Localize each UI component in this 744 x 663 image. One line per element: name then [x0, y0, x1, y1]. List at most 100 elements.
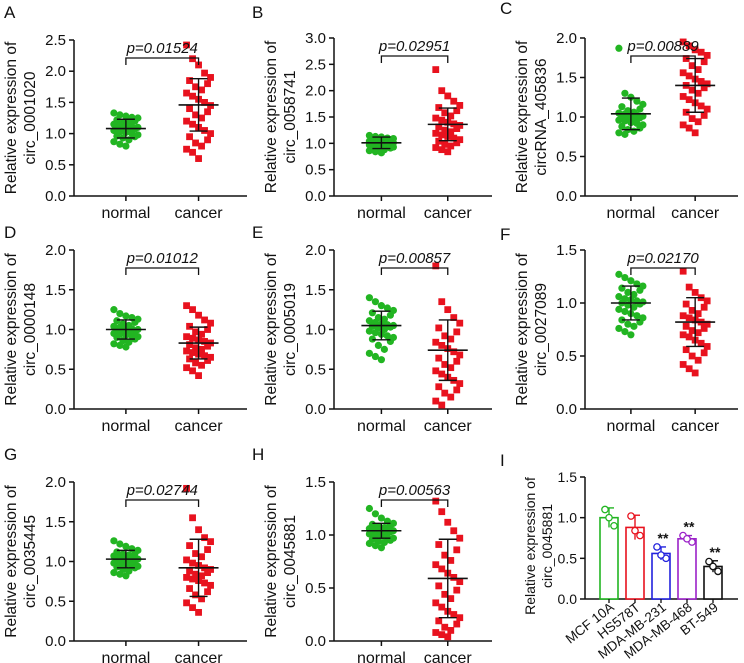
data-point: [192, 570, 199, 578]
replicate-point: [709, 562, 717, 571]
y-tick-label: 2.5: [305, 56, 326, 73]
data-point: [192, 591, 199, 599]
data-point: [198, 330, 205, 338]
significance-bracket: [125, 267, 200, 275]
y-tick-label: 0.5: [45, 361, 66, 378]
data-point: [438, 146, 446, 154]
replicate-point: [610, 521, 618, 530]
y-tick-label: 1.0: [45, 126, 66, 143]
y-tick-label: 3.0: [305, 30, 326, 47]
data-point: [438, 603, 446, 611]
data-point: [186, 105, 193, 113]
data-point: [183, 333, 190, 341]
data-point: [435, 617, 443, 625]
data-point: [618, 122, 626, 131]
data-point: [432, 66, 440, 73]
data-point: [450, 348, 458, 356]
data-point: [116, 540, 124, 548]
data-point: [450, 134, 458, 142]
data-point: [438, 370, 446, 378]
data-point: [447, 142, 455, 150]
data-point: [432, 497, 440, 505]
data-point: [679, 69, 687, 77]
data-point: [621, 307, 629, 316]
p-value-label: p=0.00563: [378, 482, 451, 499]
data-point: [685, 314, 693, 322]
data-point: [204, 80, 211, 88]
data-point: [447, 557, 455, 564]
data-point: [679, 38, 687, 46]
data-point: [377, 514, 385, 522]
significance-label: **: [658, 530, 669, 546]
data-point: [688, 307, 696, 314]
data-point: [685, 333, 693, 341]
panel-label: D: [4, 223, 16, 242]
x-tick-label: normal: [101, 418, 150, 435]
data-point: [195, 155, 202, 162]
y-tick-label: 1.5: [558, 469, 578, 485]
data-point: [697, 78, 705, 85]
data-point: [198, 595, 205, 603]
p-value-label: p=0.02744: [126, 482, 198, 499]
data-point: [380, 538, 388, 547]
y-tick-label: 2.0: [45, 242, 66, 259]
data-point: [450, 611, 458, 618]
data-point: [703, 320, 711, 328]
y-tick-label: 0.0: [45, 188, 66, 205]
data-point: [441, 332, 449, 340]
replicate-point: [627, 512, 635, 520]
data-point: [432, 129, 440, 137]
y-tick-label: 1.5: [305, 282, 326, 299]
data-point: [615, 293, 623, 301]
data-point: [438, 87, 446, 95]
data-point: [186, 542, 193, 549]
data-point: [630, 290, 638, 299]
data-point: [186, 133, 193, 141]
y-tick-label: 1.0: [45, 322, 66, 339]
data-point: [456, 578, 464, 586]
data-point: [447, 335, 455, 343]
data-point: [192, 139, 199, 147]
data-point: [183, 302, 190, 310]
significance-label: **: [684, 519, 695, 535]
data-point: [432, 144, 440, 151]
replicate-point: [631, 526, 639, 535]
data-point: [195, 608, 202, 616]
data-point: [621, 328, 629, 336]
data-point: [110, 537, 118, 545]
data-point: [694, 356, 702, 364]
data-point: [456, 102, 464, 109]
data-point: [183, 145, 190, 153]
data-point: [186, 585, 193, 592]
y-tick-label: 0.5: [305, 162, 326, 179]
data-point: [694, 310, 702, 317]
data-point: [444, 148, 452, 156]
data-point: [201, 316, 208, 324]
data-point: [116, 570, 124, 578]
data-point: [186, 567, 193, 575]
data-point: [679, 331, 687, 339]
data-point: [450, 527, 458, 535]
data-point: [615, 324, 623, 333]
significance-bracket: [380, 55, 449, 63]
y-tick-label: 0.5: [45, 593, 66, 610]
data-point: [453, 328, 461, 336]
y-axis-label-line1: Relative expression of: [514, 40, 531, 193]
data-point: [615, 305, 623, 313]
data-point: [201, 534, 208, 542]
data-point: [189, 306, 196, 314]
y-tick-label: 1.0: [305, 527, 326, 544]
data-point: [183, 599, 190, 607]
y-tick-label: 2.0: [45, 63, 66, 80]
x-tick-label: cancer: [671, 205, 720, 222]
data-point: [682, 300, 690, 308]
data-point: [374, 341, 382, 349]
data-point: [624, 288, 632, 296]
data-point: [615, 129, 623, 137]
data-point: [122, 542, 130, 550]
data-point: [365, 539, 373, 548]
data-point: [435, 541, 443, 548]
replicate-point: [601, 505, 609, 514]
replicate-point: [605, 513, 613, 522]
data-point: [192, 550, 199, 557]
